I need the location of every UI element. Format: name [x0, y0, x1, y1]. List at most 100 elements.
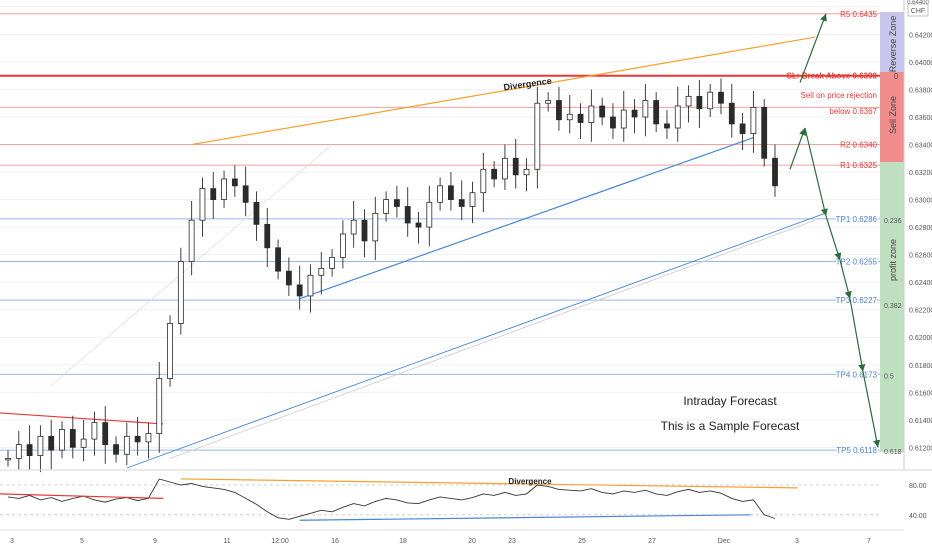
- candle: [372, 196, 379, 261]
- level-label-tp4: TP4 0.6173: [836, 370, 878, 379]
- forecast-arrows: [789, 13, 881, 448]
- osc-tick-label: 80.00: [909, 483, 927, 490]
- time-tick-label: 7: [867, 538, 871, 545]
- price-tick-label: 0.61400: [909, 418, 932, 425]
- forecast-arrow-segment: [825, 215, 842, 261]
- candle: [772, 144, 778, 197]
- candle: [5, 450, 11, 467]
- candle-body: [674, 105, 681, 129]
- candle: [167, 315, 173, 387]
- candle: [523, 158, 530, 192]
- candle: [264, 207, 271, 268]
- profit-zone: [880, 162, 904, 452]
- price-tick-label: 0.61600: [909, 390, 932, 397]
- price-tick-label: 0.63200: [909, 170, 932, 177]
- candle: [599, 97, 606, 126]
- fib-label: 0.236: [884, 218, 902, 225]
- candle: [404, 187, 411, 237]
- candle-body: [242, 185, 249, 203]
- candle-body: [339, 233, 346, 258]
- candle: [696, 79, 703, 129]
- time-tick-label: 25: [578, 538, 586, 545]
- candle: [253, 191, 260, 241]
- candle-body: [566, 113, 573, 121]
- time-tick-label: 27: [648, 538, 656, 545]
- median-trendline: [169, 219, 816, 459]
- candle-body: [285, 270, 292, 286]
- candle: [350, 200, 357, 248]
- candle: [48, 419, 55, 470]
- candle: [685, 85, 692, 123]
- time-tick-label: 12:00: [271, 538, 289, 545]
- candle-body: [231, 178, 238, 187]
- forecast-arrow-segment: [804, 127, 828, 217]
- zero-marker: 0: [894, 72, 899, 81]
- candle: [26, 425, 33, 470]
- price-tick-label: 0.63000: [909, 198, 932, 205]
- candle-body: [15, 444, 22, 459]
- candle-body: [588, 105, 595, 123]
- candle: [285, 257, 292, 296]
- candle: [653, 92, 660, 133]
- forecast-arrow-segment: [789, 127, 806, 170]
- candle-body: [350, 219, 357, 235]
- candle-body: [610, 116, 616, 129]
- support-trendline: [299, 137, 754, 300]
- candle-body: [307, 274, 314, 297]
- candle: [458, 180, 465, 221]
- candle-body: [469, 192, 476, 207]
- time-axis: 3 5 9 11 12:00 16 18 20 23 25 27 Dec 3 7: [10, 538, 871, 545]
- forecast-arrow-segment: [839, 260, 852, 299]
- candle-body: [221, 178, 227, 200]
- forecast-arrow-segment: [862, 371, 881, 448]
- candle: [502, 144, 508, 190]
- currency-badge: [907, 3, 929, 17]
- forecast-title: Intraday Forecast: [683, 394, 777, 408]
- candle-body: [210, 188, 217, 200]
- candle-body: [329, 256, 335, 269]
- candle: [339, 220, 346, 269]
- candle-body: [534, 102, 541, 170]
- oscillator-pane: 80.00 40.00: [0, 478, 927, 521]
- candle: [674, 86, 681, 142]
- divergence-trendline: [191, 36, 816, 146]
- level-label-r2: R2 0.6340: [840, 141, 877, 150]
- candle: [426, 185, 433, 247]
- candle: [750, 90, 757, 153]
- candle: [59, 421, 65, 459]
- time-tick-label: 18: [399, 538, 407, 545]
- sell-zone-label: Sell Zone: [888, 96, 898, 134]
- candle-body: [59, 429, 65, 451]
- candle-body: [253, 201, 260, 225]
- sell-zone: [880, 72, 904, 162]
- candle: [610, 103, 616, 140]
- candle-body: [696, 95, 703, 110]
- candle: [728, 83, 735, 138]
- candle: [199, 177, 206, 237]
- candle-body: [188, 219, 195, 262]
- candle-body: [653, 100, 660, 125]
- candle-body: [415, 222, 422, 228]
- sell-rejection-line1: Sell on price rejection: [801, 91, 877, 100]
- osc-prior-line: [0, 493, 164, 499]
- time-tick-label: Dec: [718, 538, 731, 545]
- candle: [534, 86, 541, 189]
- candle-body: [296, 284, 303, 297]
- candle: [91, 411, 98, 456]
- candle: [134, 417, 141, 456]
- candle: [188, 200, 195, 276]
- profit-zone-label: profit zone: [888, 239, 898, 281]
- candle: [145, 422, 152, 459]
- reverse-zone: [880, 12, 904, 72]
- candle-body: [685, 95, 692, 107]
- level-label-tp1: TP1 0.6286: [836, 215, 878, 224]
- candle-body: [750, 106, 757, 134]
- candle-body: [426, 201, 433, 228]
- candle-body: [577, 113, 584, 123]
- candle-body: [383, 199, 389, 214]
- prior-downtrend-line: [0, 412, 164, 425]
- candle: [69, 415, 76, 459]
- candle: [177, 247, 184, 335]
- price-tick-label: 0.63400: [909, 143, 932, 150]
